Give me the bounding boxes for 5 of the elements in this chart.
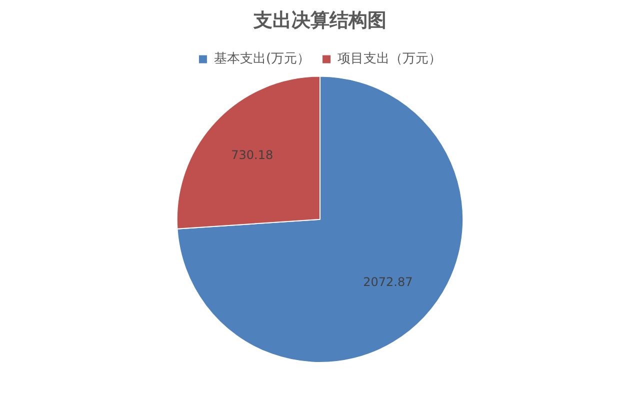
data-label: 2072.87 [363,275,413,290]
legend-label: 基本支出(万元） [214,52,310,67]
legend-label: 项目支出（万元） [338,52,442,67]
chart-title: 支出决算结构图 [252,9,386,32]
data-label: 730.18 [231,148,274,162]
